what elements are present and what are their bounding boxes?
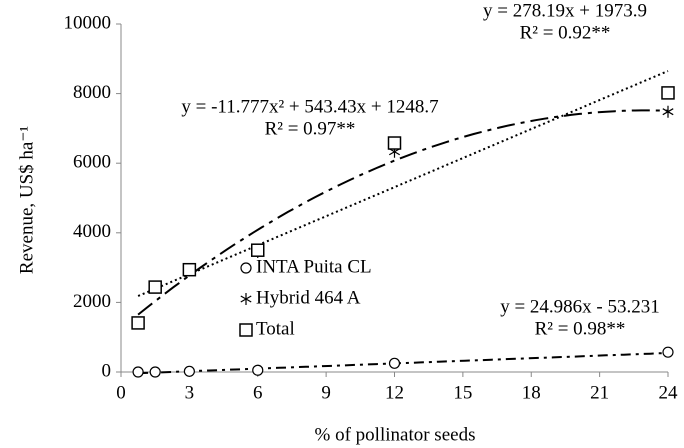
- trendline: [137, 109, 669, 316]
- point: [661, 86, 675, 100]
- point: [149, 366, 161, 378]
- x-tick-label: 3: [185, 382, 195, 403]
- x-tick-label: 0: [116, 382, 126, 403]
- trendline-equation: y = 278.19x + 1973.9: [483, 0, 647, 21]
- x-tick-label: 24: [659, 382, 679, 403]
- point: [148, 280, 162, 294]
- y-tick-label: 0: [102, 360, 112, 381]
- x-tick-label: 12: [385, 382, 404, 403]
- legend-marker: [239, 323, 253, 337]
- trendline-equation: y = 24.986x - 53.231: [500, 296, 660, 317]
- x-tick-label: 9: [321, 382, 331, 403]
- y-tick-label: 4000: [73, 221, 111, 242]
- point: [182, 262, 197, 277]
- legend-label: Total: [256, 318, 295, 339]
- x-tick-label: 21: [590, 382, 609, 403]
- trendline-r2: R² = 0.92**: [520, 22, 611, 43]
- legend-label: Hybrid 464 A: [256, 287, 361, 308]
- point: [131, 316, 145, 330]
- point: [183, 365, 195, 377]
- legend-label: INTA Puita CL: [256, 256, 372, 277]
- trendline-equation: y = -11.777x² + 543.43x + 1248.7: [181, 96, 438, 117]
- point: [252, 364, 264, 376]
- legend-marker: [240, 262, 252, 274]
- point: [662, 346, 674, 358]
- y-tick-label: 6000: [73, 152, 111, 173]
- y-tick-label: 2000: [73, 291, 111, 312]
- trendline-r2: R² = 0.97**: [265, 118, 356, 139]
- trendline: [137, 70, 669, 297]
- x-tick-label: 15: [453, 382, 472, 403]
- legend-marker: [240, 293, 252, 305]
- y-tick-label: 10000: [64, 12, 112, 33]
- y-axis-label: Revenue, US$ ha⁻¹: [16, 126, 37, 274]
- y-tick-label: 8000: [73, 82, 111, 103]
- x-tick-label: 18: [522, 382, 541, 403]
- point: [388, 357, 401, 369]
- point: [662, 105, 674, 118]
- trendline: [138, 352, 669, 375]
- point: [251, 243, 265, 257]
- point: [387, 136, 402, 150]
- x-tick-label: 6: [253, 382, 263, 403]
- x-axis-label: % of pollinator seeds: [315, 424, 476, 445]
- point: [132, 366, 144, 378]
- trendline-r2: R² = 0.98**: [535, 318, 626, 339]
